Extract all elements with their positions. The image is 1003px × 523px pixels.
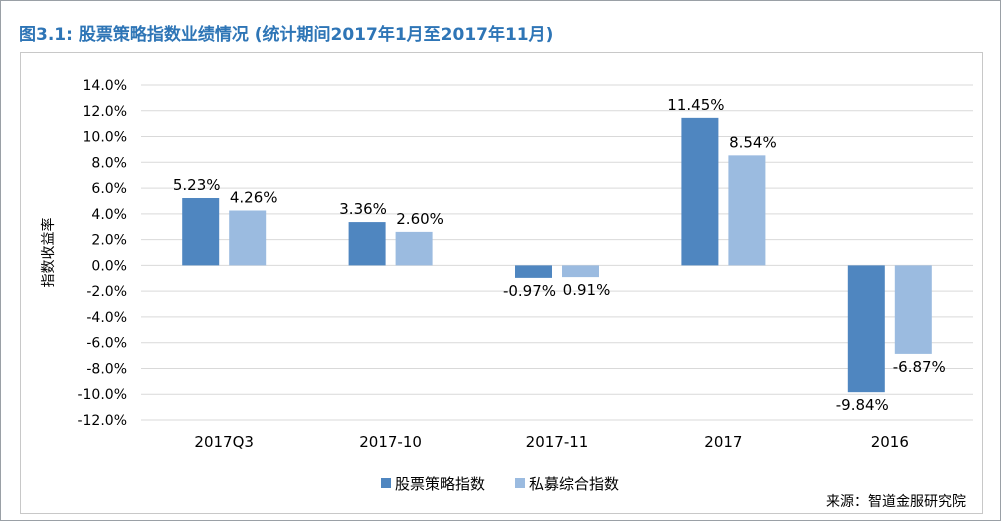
y-tick-label: -10.0% bbox=[77, 387, 127, 403]
bar bbox=[894, 265, 932, 354]
y-tick-label: -4.0% bbox=[86, 310, 127, 326]
x-tick-label: 2017-10 bbox=[359, 433, 422, 451]
chart-title: 图3.1: 股票策略指数业绩情况 (统计期间2017年1月至2017年11月) bbox=[19, 25, 554, 45]
y-tick-label: 14.0% bbox=[83, 78, 127, 94]
bar bbox=[395, 231, 433, 266]
y-tick-label: -12.0% bbox=[77, 413, 127, 429]
x-tick-label: 2017Q3 bbox=[194, 433, 254, 451]
y-tick-label: 8.0% bbox=[91, 155, 127, 171]
x-tick-label: 2017 bbox=[704, 433, 742, 451]
data-label: 4.26% bbox=[230, 188, 278, 206]
y-tick-label: 4.0% bbox=[91, 207, 127, 223]
data-label: -9.84% bbox=[836, 396, 889, 414]
x-tick-label: 2017-11 bbox=[526, 433, 589, 451]
bar bbox=[229, 210, 267, 266]
data-label: -6.87% bbox=[893, 358, 946, 376]
bar bbox=[348, 222, 386, 266]
plot-area-border bbox=[20, 52, 983, 514]
bar bbox=[847, 265, 885, 393]
legend-label: 股票策略指数 bbox=[395, 475, 485, 493]
x-tick-label: 2016 bbox=[871, 433, 909, 451]
data-label: 11.45% bbox=[667, 96, 724, 114]
legend-swatch bbox=[381, 478, 391, 488]
bar bbox=[182, 197, 220, 266]
y-tick-label: 2.0% bbox=[91, 233, 127, 249]
bar bbox=[681, 117, 719, 266]
source-note: 来源：智道金服研究院 bbox=[826, 494, 966, 510]
y-tick-label: -2.0% bbox=[86, 284, 127, 300]
bar bbox=[515, 265, 552, 278]
data-label: 8.54% bbox=[729, 133, 777, 151]
y-tick-label: 0.0% bbox=[91, 258, 127, 274]
data-label: 5.23% bbox=[173, 176, 221, 194]
y-tick-label: -6.0% bbox=[86, 336, 127, 352]
data-label: 2.60% bbox=[396, 210, 444, 228]
data-label: 3.36% bbox=[339, 200, 387, 218]
legend-swatch bbox=[515, 478, 525, 488]
bar bbox=[562, 265, 599, 278]
legend-label: 私募综合指数 bbox=[529, 475, 619, 493]
bar bbox=[728, 155, 766, 266]
data-label: 0.91% bbox=[563, 281, 611, 299]
y-axis-title: 指数收益率 bbox=[40, 218, 57, 288]
y-tick-label: 10.0% bbox=[83, 130, 127, 146]
data-label: -0.97% bbox=[503, 282, 556, 300]
y-tick-label: -8.0% bbox=[86, 361, 127, 377]
y-tick-label: 6.0% bbox=[91, 181, 127, 197]
y-tick-label: 12.0% bbox=[83, 104, 127, 120]
